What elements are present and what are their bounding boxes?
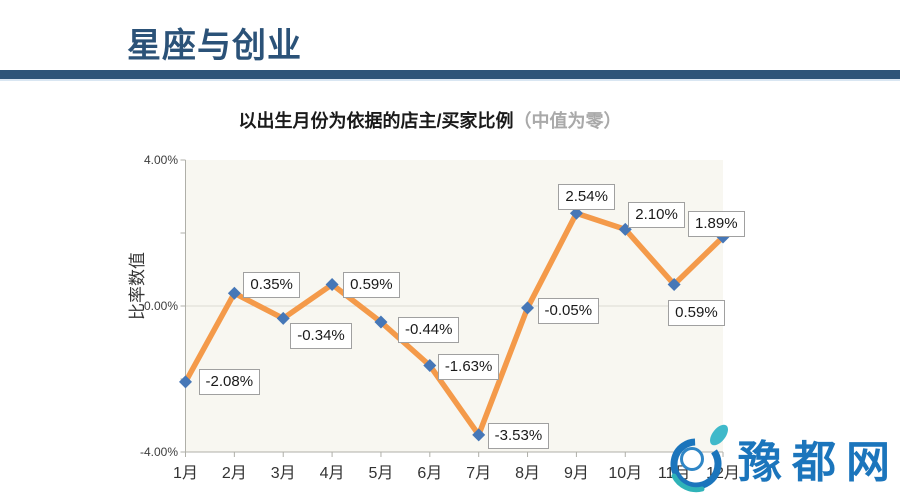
data-point-marker — [227, 286, 241, 300]
y-axis-tick-label: 4.00% — [143, 153, 178, 167]
x-axis-tick-label: 9月 — [563, 465, 589, 482]
data-point-label: 2.54% — [558, 184, 615, 211]
data-point-label: -0.05% — [537, 297, 600, 324]
x-axis-tick-label: 5月 — [368, 465, 394, 482]
x-axis-tick-label: 6月 — [417, 465, 443, 482]
x-axis-tick-label: 1月 — [173, 465, 198, 482]
data-line — [182, 210, 726, 438]
x-axis-tick-label: 3月 — [270, 465, 296, 482]
x-axis-tick-label: 2月 — [221, 465, 247, 482]
y-axis-tick-label: -4.00% — [139, 445, 178, 459]
data-point-marker — [423, 358, 437, 372]
watermark: 豫都网 — [662, 418, 900, 498]
data-point-label: 2.10% — [628, 202, 685, 229]
data-point-label: -3.53% — [487, 422, 550, 449]
data-point-label: -0.34% — [290, 323, 352, 350]
data-point-label: 0.35% — [243, 272, 300, 299]
data-point-label: 0.59% — [668, 300, 725, 327]
data-point-label: 1.89% — [688, 211, 745, 237]
chart-title-main: 以出生月份为依据的店主/买家比例 — [238, 111, 514, 131]
data-point-marker — [521, 301, 535, 315]
chart-title-note: （中值为零） — [513, 111, 622, 131]
watermark-text: 豫都网 — [738, 438, 900, 487]
watermark-logo-icon — [670, 424, 728, 493]
x-axis-tick-label: 4月 — [319, 465, 345, 482]
x-axis-tick-label: 8月 — [515, 465, 540, 482]
data-point-label: 0.59% — [343, 272, 400, 299]
data-point-marker — [472, 428, 486, 442]
data-point-marker — [667, 277, 681, 291]
x-axis-tick-label: 7月 — [466, 465, 492, 482]
data-point-label: -1.63% — [437, 354, 500, 381]
data-point-marker — [325, 277, 339, 291]
data-point-label: -0.44% — [397, 317, 460, 344]
data-point-marker — [276, 311, 290, 325]
chart-title: 以出生月份为依据的店主/买家比例（中值为零） — [150, 107, 710, 133]
data-point-marker — [179, 375, 192, 389]
header-divider — [0, 70, 900, 81]
y-axis-tick-label: 0.00% — [143, 299, 178, 313]
data-point-marker — [374, 315, 388, 329]
x-axis-tick-label: 10月 — [608, 465, 643, 482]
data-point-label: -2.08% — [198, 368, 261, 395]
page-title: 星座与创业 — [127, 27, 302, 65]
